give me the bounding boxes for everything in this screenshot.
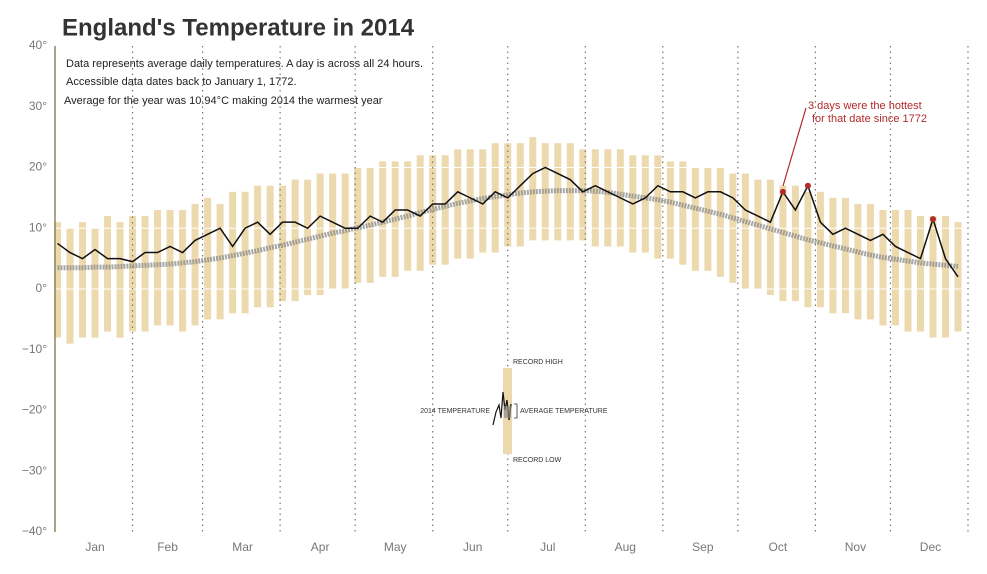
annotation-line — [782, 107, 807, 187]
record-band — [741, 173, 749, 289]
record-band — [866, 203, 874, 320]
record-point — [779, 188, 786, 195]
x-tick-label: Nov — [845, 540, 866, 554]
record-band — [329, 173, 337, 289]
legend-label: RECORD HIGH — [513, 359, 563, 366]
record-band — [416, 155, 424, 271]
record-band — [441, 155, 449, 265]
record-band — [279, 185, 287, 302]
x-tick-label: Jan — [85, 540, 104, 554]
record-band — [891, 210, 899, 326]
record-band — [191, 203, 199, 326]
y-tick-label: −10° — [22, 342, 47, 356]
record-band — [216, 203, 224, 320]
x-tick-label: May — [384, 540, 407, 554]
record-band — [179, 210, 187, 332]
record-band — [604, 149, 612, 247]
record-band — [654, 155, 662, 259]
record-band — [129, 216, 137, 332]
record-band — [779, 185, 787, 302]
record-band — [166, 210, 174, 326]
record-band — [641, 155, 649, 253]
record-band — [54, 222, 62, 338]
record-band — [341, 173, 349, 289]
record-band — [754, 179, 762, 289]
x-tick-label: Jul — [540, 540, 555, 554]
record-band — [879, 210, 887, 326]
x-tick-label: Feb — [157, 540, 178, 554]
annotation: 3 days were the hottest — [808, 100, 922, 112]
x-tick-label: Mar — [232, 540, 253, 554]
note: Average for the year was 10.94°C making … — [64, 95, 383, 107]
record-band — [791, 185, 799, 302]
record-band — [529, 137, 537, 241]
record-band — [666, 161, 674, 259]
record-band — [804, 191, 812, 308]
record-band — [104, 216, 112, 332]
record-band — [254, 185, 262, 308]
legend-label: AVERAGE TEMPERATURE — [520, 408, 608, 415]
record-band — [66, 228, 74, 344]
record-band — [829, 197, 837, 314]
y-tick-label: −40° — [22, 524, 47, 538]
record-band — [691, 167, 699, 271]
note: Data represents average daily temperatur… — [66, 58, 423, 70]
record-point — [929, 216, 936, 223]
record-band — [466, 149, 474, 259]
record-band — [679, 161, 687, 265]
y-tick-label: −20° — [22, 403, 47, 417]
y-tick-label: −30° — [22, 463, 47, 477]
y-tick-label: 30° — [29, 99, 47, 113]
record-band — [941, 216, 949, 338]
record-band — [704, 167, 712, 271]
record-band — [916, 216, 924, 332]
record-band — [479, 149, 487, 253]
note: Accessible data dates back to January 1,… — [66, 76, 297, 88]
record-band — [854, 203, 862, 320]
record-band — [79, 222, 87, 338]
record-band — [716, 167, 724, 277]
chart-title: England's Temperature in 2014 — [62, 14, 415, 41]
legend-label: 2014 TEMPERATURE — [420, 408, 490, 415]
record-band — [116, 222, 124, 338]
legend: RECORD HIGH 2014 TEMPERATURE AVERAGE TEM… — [420, 359, 608, 464]
record-band — [591, 149, 599, 247]
record-band — [91, 228, 99, 338]
annotation: for that date since 1772 — [812, 113, 927, 125]
record-band — [229, 191, 237, 314]
legend-average — [504, 406, 511, 418]
x-tick-label: Oct — [769, 540, 788, 554]
y-tick-label: 20° — [29, 160, 47, 174]
x-tick-label: Jun — [463, 540, 482, 554]
record-band — [141, 216, 149, 332]
legend-label: RECORD LOW — [513, 457, 562, 464]
record-band — [904, 210, 912, 332]
record-band — [766, 179, 774, 296]
y-tick-label: 40° — [29, 38, 47, 52]
record-band — [241, 191, 249, 314]
y-tick-label: 10° — [29, 220, 47, 234]
record-band — [154, 210, 162, 326]
record-band — [516, 143, 524, 247]
x-tick-label: Dec — [920, 540, 941, 554]
x-tick-label: Apr — [311, 540, 330, 554]
record-band — [579, 149, 587, 241]
x-tick-label: Aug — [615, 540, 636, 554]
record-band — [841, 197, 849, 314]
plot: −40° −30° −20° −10° 0° 10° 20° 30° 40° Jan Feb Mar A… — [22, 38, 969, 554]
x-tick-label: Sep — [692, 540, 714, 554]
record-band — [379, 161, 387, 277]
y-tick-label: 0° — [36, 281, 48, 295]
record-point — [804, 182, 811, 189]
legend-bracket — [514, 403, 518, 419]
record-band — [816, 191, 824, 308]
record-band — [929, 216, 937, 338]
average-line — [57, 188, 959, 271]
